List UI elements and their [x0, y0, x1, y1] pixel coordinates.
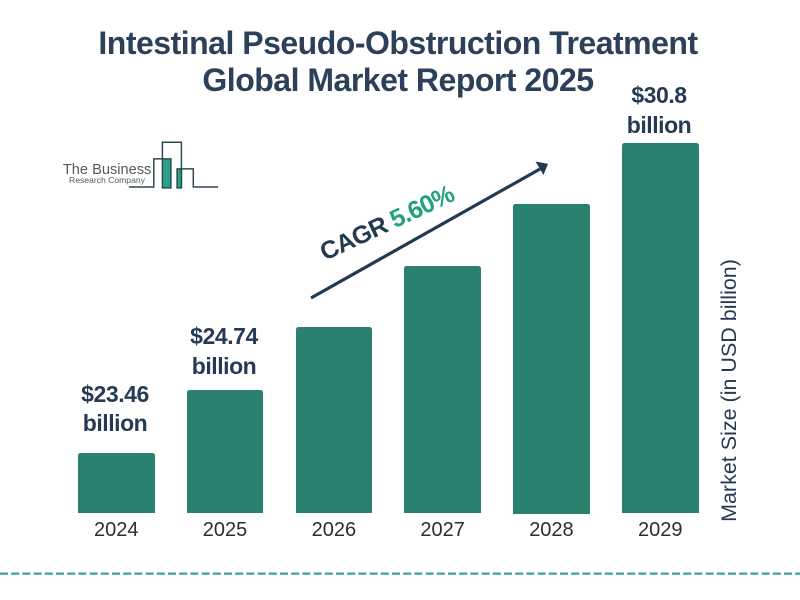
svg-text:The Business: The Business	[63, 162, 151, 178]
svg-text:Research Company: Research Company	[69, 175, 146, 185]
